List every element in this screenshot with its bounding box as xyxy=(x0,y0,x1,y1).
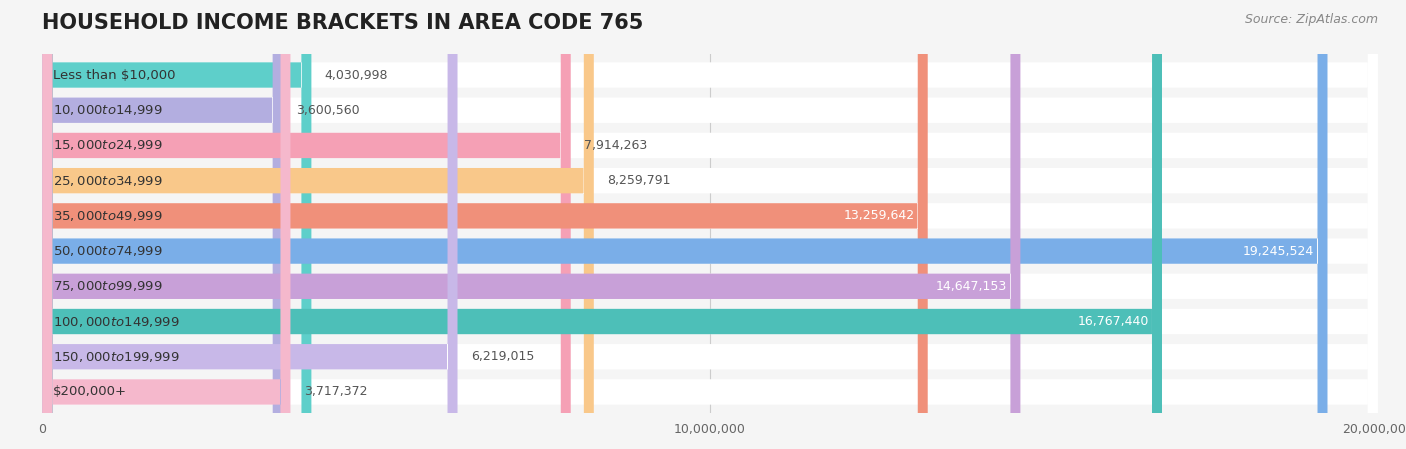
Text: $15,000 to $24,999: $15,000 to $24,999 xyxy=(53,138,163,153)
Text: $50,000 to $74,999: $50,000 to $74,999 xyxy=(53,244,163,258)
FancyBboxPatch shape xyxy=(42,0,311,449)
FancyBboxPatch shape xyxy=(42,0,1021,449)
Text: 13,259,642: 13,259,642 xyxy=(844,209,914,222)
Text: $100,000 to $149,999: $100,000 to $149,999 xyxy=(53,314,180,329)
Text: 19,245,524: 19,245,524 xyxy=(1243,245,1315,258)
FancyBboxPatch shape xyxy=(42,0,457,449)
Text: $35,000 to $49,999: $35,000 to $49,999 xyxy=(53,209,163,223)
Text: Source: ZipAtlas.com: Source: ZipAtlas.com xyxy=(1244,13,1378,26)
FancyBboxPatch shape xyxy=(42,0,1378,449)
FancyBboxPatch shape xyxy=(42,0,593,449)
FancyBboxPatch shape xyxy=(42,0,1378,449)
Text: 3,600,560: 3,600,560 xyxy=(297,104,360,117)
Text: 7,914,263: 7,914,263 xyxy=(583,139,647,152)
FancyBboxPatch shape xyxy=(42,0,1378,449)
Text: 6,219,015: 6,219,015 xyxy=(471,350,534,363)
Text: 14,647,153: 14,647,153 xyxy=(936,280,1007,293)
Text: $75,000 to $99,999: $75,000 to $99,999 xyxy=(53,279,163,293)
Text: 3,717,372: 3,717,372 xyxy=(304,385,367,398)
FancyBboxPatch shape xyxy=(42,0,283,449)
FancyBboxPatch shape xyxy=(42,0,1378,449)
FancyBboxPatch shape xyxy=(42,0,1161,449)
FancyBboxPatch shape xyxy=(42,0,928,449)
Text: HOUSEHOLD INCOME BRACKETS IN AREA CODE 765: HOUSEHOLD INCOME BRACKETS IN AREA CODE 7… xyxy=(42,13,644,34)
FancyBboxPatch shape xyxy=(42,0,571,449)
Text: $10,000 to $14,999: $10,000 to $14,999 xyxy=(53,103,163,117)
FancyBboxPatch shape xyxy=(42,0,1378,449)
FancyBboxPatch shape xyxy=(42,0,1378,449)
FancyBboxPatch shape xyxy=(42,0,1378,449)
Text: $200,000+: $200,000+ xyxy=(53,385,127,398)
FancyBboxPatch shape xyxy=(42,0,1378,449)
FancyBboxPatch shape xyxy=(42,0,1327,449)
FancyBboxPatch shape xyxy=(42,0,291,449)
Text: $25,000 to $34,999: $25,000 to $34,999 xyxy=(53,174,163,188)
Text: $150,000 to $199,999: $150,000 to $199,999 xyxy=(53,350,180,364)
Text: Less than $10,000: Less than $10,000 xyxy=(53,69,176,82)
FancyBboxPatch shape xyxy=(42,0,1378,449)
FancyBboxPatch shape xyxy=(42,0,1378,449)
Text: 4,030,998: 4,030,998 xyxy=(325,69,388,82)
Text: 8,259,791: 8,259,791 xyxy=(607,174,671,187)
Text: 16,767,440: 16,767,440 xyxy=(1077,315,1149,328)
